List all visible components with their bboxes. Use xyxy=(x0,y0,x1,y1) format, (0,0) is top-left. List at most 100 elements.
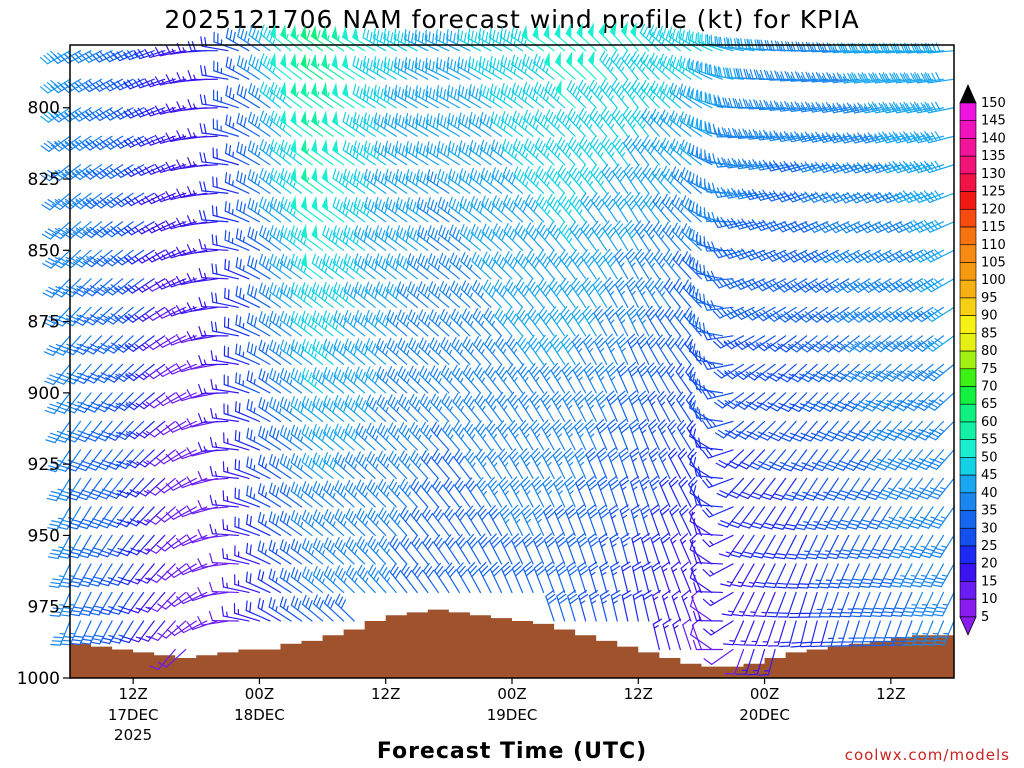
wind-barb xyxy=(457,56,482,80)
wind-barb xyxy=(165,220,197,230)
colorbar-label: 80 xyxy=(981,344,998,359)
wind-barb xyxy=(493,279,513,308)
wind-barb xyxy=(384,168,408,194)
wind-barb xyxy=(408,393,429,422)
wind-barb xyxy=(384,140,408,166)
wind-barb xyxy=(394,140,418,166)
wind-barb xyxy=(355,479,376,508)
wind-barb xyxy=(210,350,239,365)
wind-barb xyxy=(312,566,334,594)
wind-barb xyxy=(147,563,176,583)
wind-barb xyxy=(491,195,513,223)
wind-barb xyxy=(146,449,176,467)
colorbar-label: 110 xyxy=(981,238,1006,253)
colorbar-swatch xyxy=(959,226,977,246)
wind-barb xyxy=(458,140,482,166)
wind-barb xyxy=(259,110,282,137)
wind-barb xyxy=(223,403,250,422)
wind-barb xyxy=(137,506,166,526)
wind-barb xyxy=(186,244,218,254)
wind-barb xyxy=(290,195,313,223)
wind-barb xyxy=(332,138,355,166)
wind-barb xyxy=(394,84,418,109)
wind-barb xyxy=(211,205,239,223)
wind-barb xyxy=(71,135,103,151)
colorbar-swatch xyxy=(959,350,977,370)
wind-barb xyxy=(489,83,513,109)
wind-barb xyxy=(373,112,397,137)
wind-barb xyxy=(376,337,397,365)
wind-barb xyxy=(104,306,134,325)
wind-barb xyxy=(342,140,366,166)
wind-barb xyxy=(257,511,282,537)
wind-barb xyxy=(95,363,124,384)
wind-barb xyxy=(398,422,418,451)
wind-barb xyxy=(420,421,439,451)
wind-barb xyxy=(482,251,503,280)
wind-barb xyxy=(126,449,155,469)
wind-barb xyxy=(494,307,513,337)
wind-barb xyxy=(93,192,124,209)
wind-barb xyxy=(259,196,282,223)
wind-barb xyxy=(364,196,387,223)
wind-barb xyxy=(436,113,460,137)
x-tick-label: 12Z xyxy=(624,685,653,703)
wind-barb xyxy=(356,507,376,537)
wind-barb xyxy=(487,476,503,508)
wind-barb xyxy=(334,480,355,508)
wind-barb xyxy=(186,302,218,312)
wind-barb xyxy=(40,78,71,94)
wind-barb xyxy=(42,278,71,298)
wind-barb xyxy=(464,449,482,480)
wind-barb xyxy=(462,364,482,394)
colorbar-label: 100 xyxy=(981,273,1006,288)
wind-barb xyxy=(198,297,229,308)
wind-barb xyxy=(279,367,303,394)
wind-barb xyxy=(312,594,334,622)
wind-barb xyxy=(488,533,503,565)
wind-barb xyxy=(419,393,439,422)
wind-barb xyxy=(135,335,166,352)
wind-barb xyxy=(354,309,376,337)
credit-text: coolwx.com/models xyxy=(845,746,1010,764)
wind-barb xyxy=(416,169,439,194)
wind-barb xyxy=(104,335,134,354)
wind-barb xyxy=(212,176,239,194)
wind-barb xyxy=(425,113,450,137)
wind-barb xyxy=(47,534,71,560)
wind-barb xyxy=(279,310,303,337)
wind-barb xyxy=(484,363,503,394)
wind-barb xyxy=(444,534,460,565)
x-tick-label: 00Z xyxy=(497,685,526,703)
wind-barb xyxy=(415,141,439,166)
wind-barb xyxy=(106,449,134,470)
wind-barb xyxy=(71,164,103,181)
wind-barb xyxy=(259,139,282,166)
wind-barb xyxy=(388,507,408,537)
x-tick-label: 12Z xyxy=(118,685,147,703)
wind-barb xyxy=(426,169,450,194)
wind-barb xyxy=(236,170,261,194)
terrain-fill xyxy=(70,609,954,678)
wind-barb xyxy=(236,113,261,137)
x-tick-label: 00Z xyxy=(750,685,779,703)
wind-barb xyxy=(222,519,250,537)
wind-barb xyxy=(342,112,366,137)
wind-barb xyxy=(175,392,208,402)
wind-barb xyxy=(419,365,439,394)
wind-barb xyxy=(248,82,271,109)
wind-barb xyxy=(290,138,313,166)
wind-barb xyxy=(145,363,176,380)
wind-barb xyxy=(268,511,292,537)
wind-barb xyxy=(225,85,250,109)
wind-barb xyxy=(258,339,282,365)
wind-barb xyxy=(438,252,460,280)
wind-barb xyxy=(321,110,345,137)
wind-barb xyxy=(125,363,155,382)
wind-barb xyxy=(322,367,345,394)
wind-barb xyxy=(312,509,334,537)
wind-barb xyxy=(145,392,176,409)
wind-barb xyxy=(480,167,503,194)
wind-barb xyxy=(301,424,324,451)
wind-barb xyxy=(323,537,345,565)
